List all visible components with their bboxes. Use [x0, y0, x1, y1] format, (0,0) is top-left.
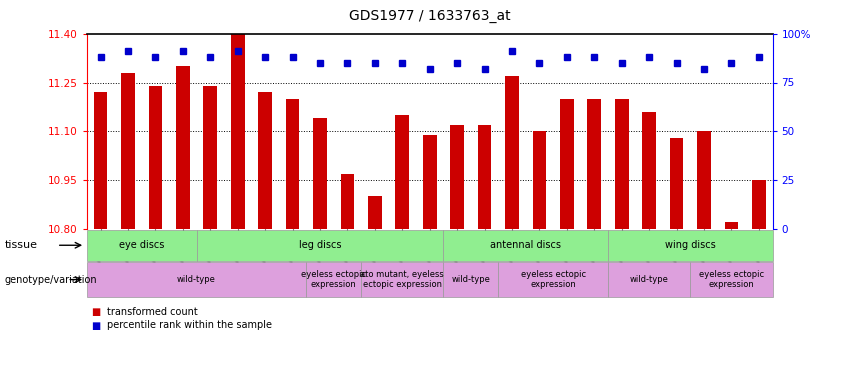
Text: GDS1977 / 1633763_at: GDS1977 / 1633763_at — [349, 9, 510, 23]
Bar — [259, 92, 272, 229]
Bar — [560, 99, 574, 229]
Bar — [231, 34, 245, 229]
Text: ato mutant, eyeless
ectopic expression: ato mutant, eyeless ectopic expression — [360, 270, 444, 289]
Bar — [477, 125, 491, 229]
Text: ■: ■ — [91, 321, 101, 330]
Bar — [533, 131, 546, 229]
Bar — [450, 125, 464, 229]
Bar — [203, 86, 217, 229]
Bar — [122, 73, 135, 229]
Bar — [588, 99, 601, 229]
Bar — [505, 76, 519, 229]
Bar — [148, 86, 162, 229]
Text: eyeless ectopic
expression: eyeless ectopic expression — [699, 270, 764, 289]
Bar — [313, 118, 326, 229]
Bar — [670, 138, 683, 229]
Text: eyeless ectopic
expression: eyeless ectopic expression — [301, 270, 366, 289]
Bar — [423, 135, 437, 229]
Text: wild-type: wild-type — [451, 275, 490, 284]
Bar — [725, 222, 738, 229]
Text: transformed count: transformed count — [107, 308, 198, 317]
Text: eyeless ectopic
expression: eyeless ectopic expression — [521, 270, 586, 289]
Text: genotype/variation: genotype/variation — [4, 274, 97, 285]
Text: wild-type: wild-type — [177, 275, 216, 284]
Bar — [615, 99, 628, 229]
Bar — [286, 99, 299, 229]
Text: leg discs: leg discs — [299, 240, 341, 250]
Bar — [752, 180, 766, 229]
Bar — [368, 196, 382, 229]
Text: wild-type: wild-type — [629, 275, 668, 284]
Bar — [340, 174, 354, 229]
Bar — [94, 92, 108, 229]
Text: ■: ■ — [91, 308, 101, 317]
Bar — [642, 112, 656, 229]
Bar — [396, 115, 409, 229]
Text: percentile rank within the sample: percentile rank within the sample — [107, 321, 272, 330]
Bar — [697, 131, 711, 229]
Text: antennal discs: antennal discs — [490, 240, 561, 250]
Text: wing discs: wing discs — [665, 240, 715, 250]
Text: eye discs: eye discs — [119, 240, 164, 250]
Bar — [176, 66, 190, 229]
Text: tissue: tissue — [4, 240, 37, 250]
